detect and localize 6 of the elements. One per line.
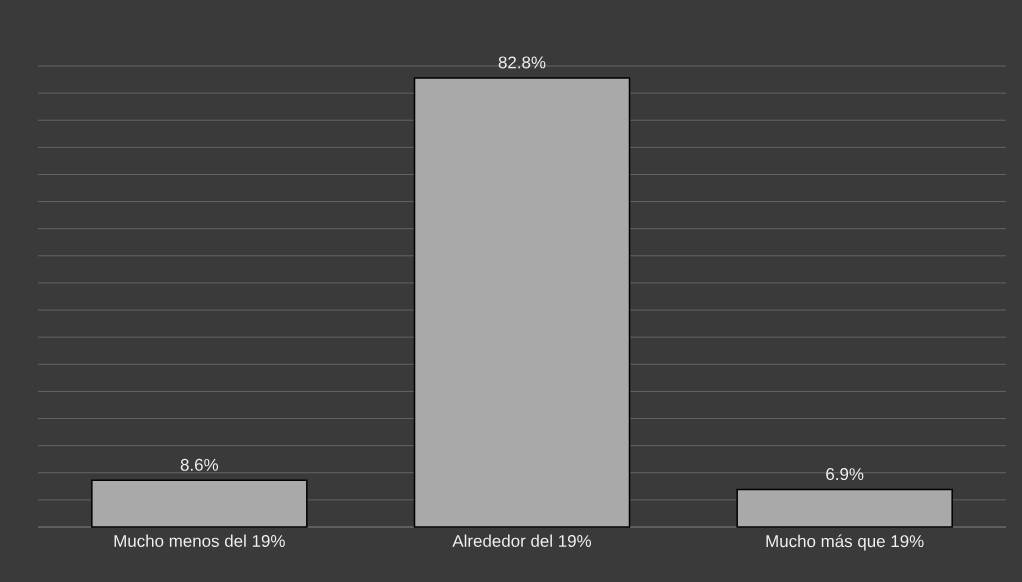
data-label: 8.6% (180, 458, 219, 471)
x-tick-label: Mucho menos del 19% (114, 534, 285, 547)
data-label: 82.8% (498, 56, 546, 69)
data-label: 6.9% (826, 468, 864, 481)
x-tick-label: Alrededor del 19% (452, 534, 592, 547)
x-tick-label: Mucho más que 19% (766, 534, 924, 551)
